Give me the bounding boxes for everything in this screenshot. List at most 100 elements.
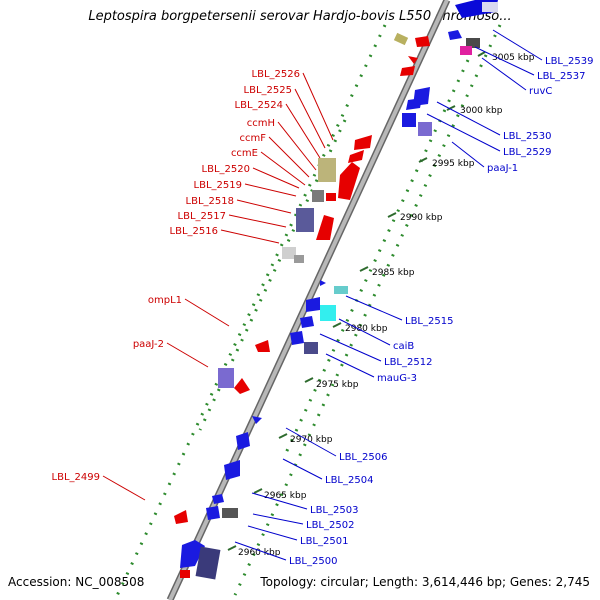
reverse-gene-label: caiB	[393, 341, 414, 352]
forward-gene-label: ccmE	[231, 148, 258, 159]
gene-feature	[300, 316, 314, 328]
gene-callout-line	[285, 427, 337, 457]
gene-feature	[304, 342, 318, 354]
gene-callout-line	[277, 121, 317, 171]
topology-text: Topology: circular; Length: 3,614,446 bp…	[260, 575, 590, 589]
forward-strand-features	[174, 32, 430, 524]
reverse-gene-label: LBL_2515	[405, 316, 453, 327]
gene-callout-line	[228, 214, 287, 228]
gene-callout-line	[234, 541, 287, 561]
reverse-gene-label: LBL_2529	[503, 147, 551, 158]
scale-tick-label: 2990 kbp	[400, 213, 443, 223]
forward-gene-label: LBL_2518	[186, 196, 234, 207]
gene-feature	[415, 36, 430, 47]
gene-callout-line	[474, 46, 535, 76]
gene-callout-line	[247, 525, 298, 541]
gene-feature	[466, 38, 480, 48]
reverse-gene-label: LBL_2501	[300, 536, 348, 547]
scale-tick-label: 2965 kbp	[264, 491, 307, 501]
gene-feature	[212, 494, 224, 504]
gene-feature	[400, 66, 415, 76]
gene-callout-line	[252, 167, 300, 189]
gene-feature	[318, 158, 336, 182]
scale-tick-mark	[332, 322, 342, 328]
gene-callout-line	[345, 295, 403, 321]
scale-tick-mark	[253, 488, 263, 494]
gene-callout-line	[244, 183, 297, 197]
forward-gene-label: LBL_2516	[170, 226, 218, 237]
gene-feature	[408, 56, 418, 64]
gene-callout-line	[481, 57, 527, 91]
scale-tick-label: 2985 kbp	[372, 268, 415, 278]
gene-callout-line	[236, 199, 292, 214]
scale-tick-mark	[446, 105, 456, 111]
gene-callout-line	[166, 342, 209, 368]
scale-tick-label: 2995 kbp	[432, 159, 475, 169]
gene-feature	[290, 331, 304, 345]
gene-feature	[252, 416, 262, 424]
scale-tick-label: 2980 kbp	[345, 324, 388, 334]
reverse-gene-label: LBL_2539	[545, 56, 593, 67]
gene-feature	[406, 98, 422, 110]
gene-feature	[393, 32, 409, 46]
gene-callout-line	[426, 113, 501, 152]
reverse-gene-label: ruvC	[529, 86, 552, 97]
gene-callout-line	[436, 101, 501, 136]
gene-feature	[206, 506, 220, 520]
reverse-gene-label: LBL_2530	[503, 131, 551, 142]
gene-feature	[222, 508, 238, 518]
gene-callout-line	[260, 151, 306, 186]
gene-feature	[460, 46, 472, 55]
gene-feature	[334, 286, 348, 294]
gene-feature	[482, 2, 498, 12]
gene-feature	[418, 122, 432, 136]
gene-feature	[255, 340, 270, 352]
forward-gene-label: paaJ-2	[133, 339, 164, 350]
gene-callout-line	[451, 141, 485, 168]
gene-feature	[180, 540, 205, 568]
scale-tick-label: 3005 kbp	[492, 53, 535, 63]
forward-gene-label: LBL_2520	[202, 164, 250, 175]
gene-feature	[294, 255, 304, 263]
gene-feature	[224, 460, 240, 480]
reverse-gene-label: LBL_2504	[325, 475, 373, 486]
scale-tick-mark	[387, 212, 397, 218]
gene-feature	[218, 368, 234, 388]
gene-feature	[312, 190, 324, 202]
gene-feature	[448, 30, 462, 40]
reverse-gene-label: LBL_2537	[537, 71, 585, 82]
gene-callout-line	[252, 513, 304, 525]
forward-gene-label: ccmF	[240, 133, 267, 144]
gene-callout-line	[338, 318, 391, 346]
gene-callout-line	[268, 136, 310, 178]
gene-feature	[320, 305, 336, 321]
gene-feature	[326, 193, 336, 201]
gene-feature	[320, 280, 326, 286]
gene-callout-line	[325, 353, 375, 378]
gene-feature	[402, 113, 416, 127]
forward-gene-label: LBL_2519	[194, 180, 242, 191]
gene-feature	[306, 297, 320, 312]
accession-text: Accession: NC_008508	[8, 575, 145, 589]
gene-feature	[338, 162, 360, 200]
forward-gene-labels: LBL_2526 LBL_2525 LBL_2524 ccmH ccmF ccmE LBL_…	[52, 69, 334, 501]
scale-tick-mark	[278, 433, 288, 439]
gene-callout-line	[294, 88, 326, 149]
forward-gene-label: LBL_2526	[252, 69, 300, 80]
reverse-gene-labels: LBL_2539 LBL_2537 ruvC LBL_2530 LBL_2529 paaJ…	[234, 29, 593, 567]
gene-callout-line	[492, 29, 543, 61]
gene-feature	[234, 378, 250, 394]
reverse-gene-label: paaJ-1	[487, 163, 518, 174]
gene-feature	[282, 247, 296, 259]
forward-gene-label: LBL_2525	[244, 85, 292, 96]
scale-tick-mark	[477, 51, 486, 57]
gene-feature	[174, 510, 188, 524]
outer-left-dotted-guide	[113, 24, 387, 600]
reverse-gene-label: LBL_2503	[310, 505, 358, 516]
gene-callout-line	[184, 298, 230, 327]
gene-callout-line	[319, 333, 382, 362]
scale-tick-label: 2975 kbp	[316, 380, 359, 390]
reverse-gene-label: LBL_2506	[339, 452, 387, 463]
